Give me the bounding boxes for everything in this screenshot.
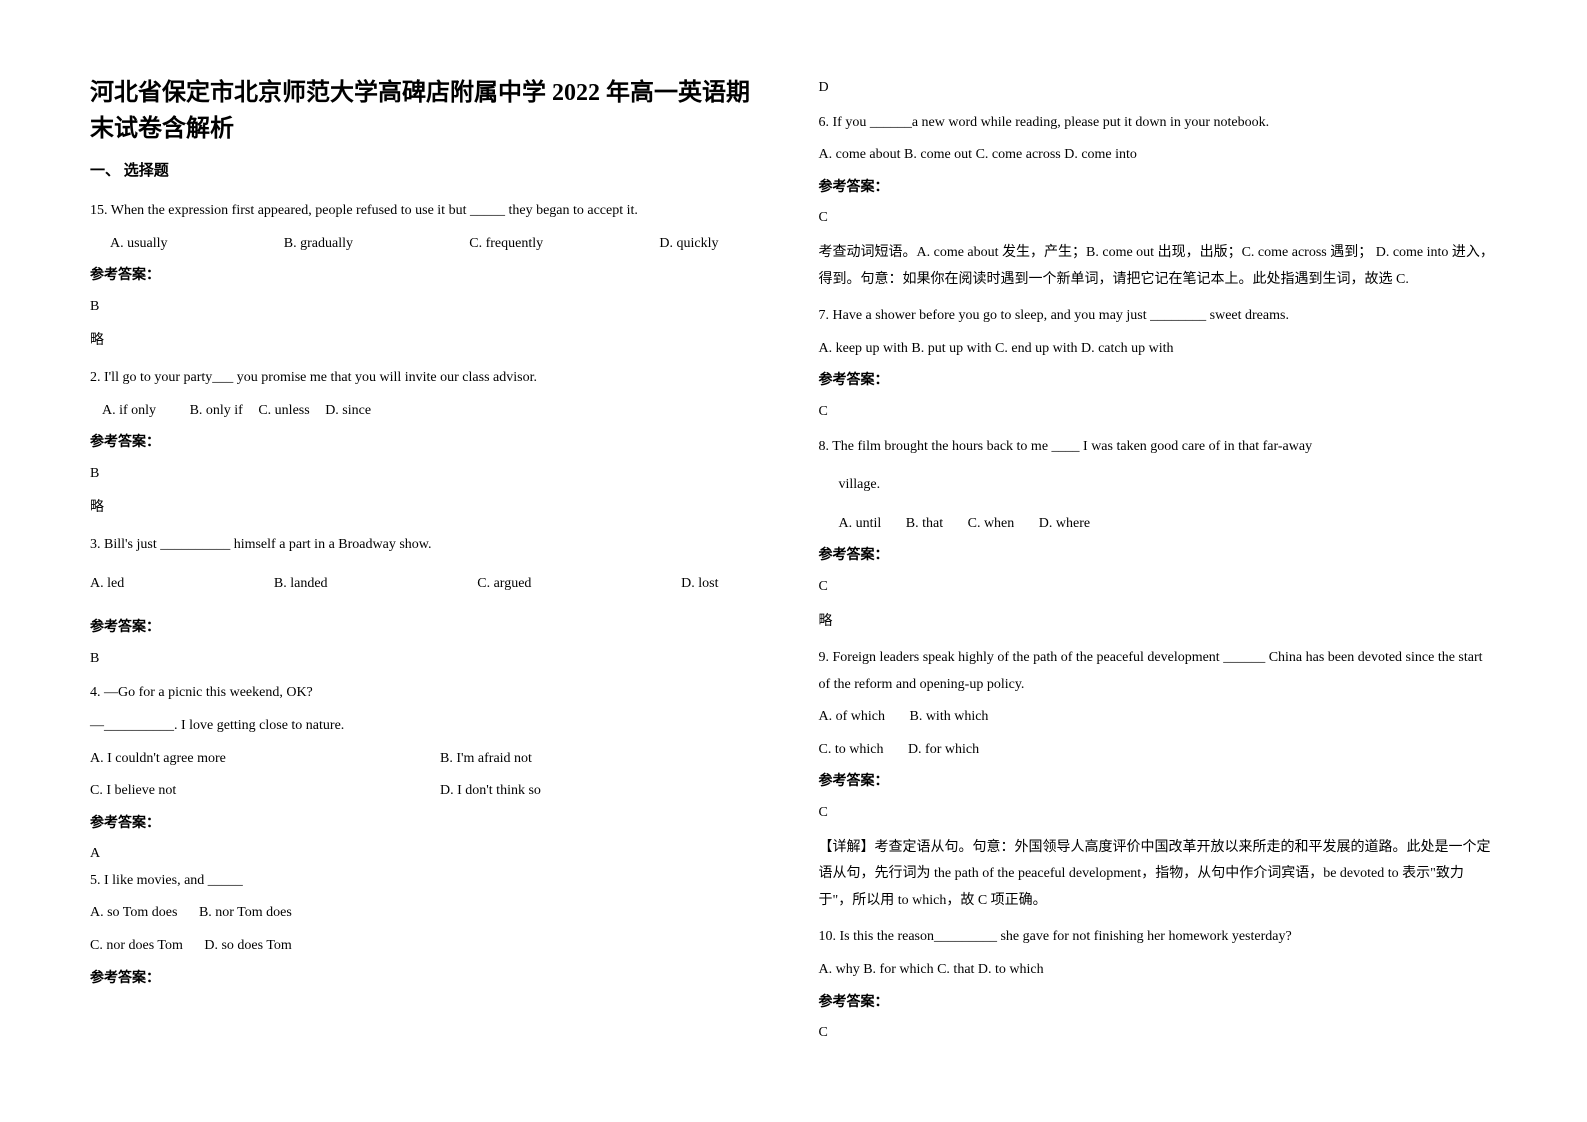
question-2-options: A. if only B. only if C. unless D. since bbox=[90, 398, 769, 425]
answer-5: D bbox=[819, 75, 1498, 102]
option: D. I don't think so bbox=[440, 778, 541, 805]
question-9-options2: C. to which D. for which bbox=[819, 737, 1498, 764]
option: C. unless bbox=[258, 403, 309, 418]
question-9: 9. Foreign leaders speak highly of the p… bbox=[819, 645, 1498, 698]
answer-8: C bbox=[819, 574, 1498, 601]
question-10-options: A. why B. for which C. that D. to which bbox=[819, 957, 1498, 984]
question-5-options-row2: C. nor does Tom D. so does Tom bbox=[90, 933, 769, 960]
answer-9: C bbox=[819, 800, 1498, 827]
question-7-options: A. keep up with B. put up with C. end up… bbox=[819, 336, 1498, 363]
option: C. argued bbox=[477, 571, 531, 598]
option: D. since bbox=[325, 403, 371, 418]
question-3-options: A. led B. landed C. argued D. lost bbox=[90, 571, 769, 598]
answer-label: 参考答案： bbox=[90, 966, 769, 993]
explanation-6: 考查动词短语。A. come about 发生，产生；B. come out 出… bbox=[819, 240, 1498, 293]
option: B. only if bbox=[190, 403, 243, 418]
option: B. I'm afraid not bbox=[440, 746, 532, 773]
option: C. frequently bbox=[469, 231, 543, 258]
question-9-options1: A. of which B. with which bbox=[819, 704, 1498, 731]
question-4-line1: 4. —Go for a picnic this weekend, OK? bbox=[90, 680, 769, 707]
document-title: 河北省保定市北京师范大学高碑店附属中学 2022 年高一英语期末试卷含解析 bbox=[90, 75, 769, 147]
option: C. nor does Tom bbox=[90, 938, 183, 953]
option: C. I believe not bbox=[90, 778, 440, 805]
option: B. gradually bbox=[284, 231, 353, 258]
option: B. nor Tom does bbox=[199, 905, 292, 920]
explanation-9: 【详解】考查定语从句。句意：外国领导人高度评价中国改革开放以来所走的和平发展的道… bbox=[819, 835, 1498, 915]
answer-label: 参考答案： bbox=[819, 990, 1498, 1017]
question-15-options: A. usually B. gradually C. frequently D.… bbox=[90, 231, 769, 258]
option: B. landed bbox=[274, 571, 328, 598]
question-4-options-row2: C. I believe not D. I don't think so bbox=[90, 778, 769, 805]
option: A. if only bbox=[102, 403, 156, 418]
question-2: 2. I'll go to your party___ you promise … bbox=[90, 365, 769, 392]
question-15: 15. When the expression first appeared, … bbox=[90, 198, 769, 225]
option: D. quickly bbox=[659, 231, 718, 258]
right-column: D 6. If you ______a new word while readi… bbox=[819, 75, 1498, 1055]
answer-10: C bbox=[819, 1020, 1498, 1047]
answer-label: 参考答案： bbox=[819, 175, 1498, 202]
option: D. so does Tom bbox=[204, 938, 291, 953]
question-8-options: A. until B. that C. when D. where bbox=[819, 511, 1498, 538]
question-7: 7. Have a shower before you go to sleep,… bbox=[819, 303, 1498, 330]
question-8: 8. The film brought the hours back to me… bbox=[819, 434, 1498, 461]
answer-15: B bbox=[90, 294, 769, 321]
question-5-options-row1: A. so Tom does B. nor Tom does bbox=[90, 900, 769, 927]
question-4-options-row1: A. I couldn't agree more B. I'm afraid n… bbox=[90, 746, 769, 773]
answer-6: C bbox=[819, 205, 1498, 232]
answer-label: 参考答案： bbox=[90, 615, 769, 642]
left-column: 河北省保定市北京师范大学高碑店附属中学 2022 年高一英语期末试卷含解析 一、… bbox=[90, 75, 769, 1055]
omit: 略 bbox=[90, 495, 769, 522]
question-8b: village. bbox=[819, 472, 1498, 499]
option: A. usually bbox=[110, 231, 168, 258]
question-6-options: A. come about B. come out C. come across… bbox=[819, 142, 1498, 169]
answer-2: B bbox=[90, 461, 769, 488]
answer-label: 参考答案： bbox=[90, 430, 769, 457]
question-10: 10. Is this the reason_________ she gave… bbox=[819, 924, 1498, 951]
option: A. so Tom does bbox=[90, 905, 177, 920]
omit: 略 bbox=[90, 328, 769, 355]
answer-4: A bbox=[90, 841, 769, 868]
option: A. I couldn't agree more bbox=[90, 746, 440, 773]
question-3: 3. Bill's just __________ himself a part… bbox=[90, 532, 769, 559]
section-header: 一、 选择题 bbox=[90, 159, 769, 180]
answer-3: B bbox=[90, 646, 769, 673]
question-4-line2: —__________. I love getting close to nat… bbox=[90, 713, 769, 740]
answer-7: C bbox=[819, 399, 1498, 426]
answer-label: 参考答案： bbox=[819, 543, 1498, 570]
option: A. led bbox=[90, 571, 124, 598]
option: D. lost bbox=[681, 571, 718, 598]
omit: 略 bbox=[819, 609, 1498, 636]
answer-label: 参考答案： bbox=[90, 263, 769, 290]
answer-label: 参考答案： bbox=[819, 769, 1498, 796]
answer-label: 参考答案： bbox=[90, 811, 769, 838]
question-5: 5. I like movies, and _____ bbox=[90, 868, 769, 895]
answer-label: 参考答案： bbox=[819, 368, 1498, 395]
question-6: 6. If you ______a new word while reading… bbox=[819, 110, 1498, 137]
